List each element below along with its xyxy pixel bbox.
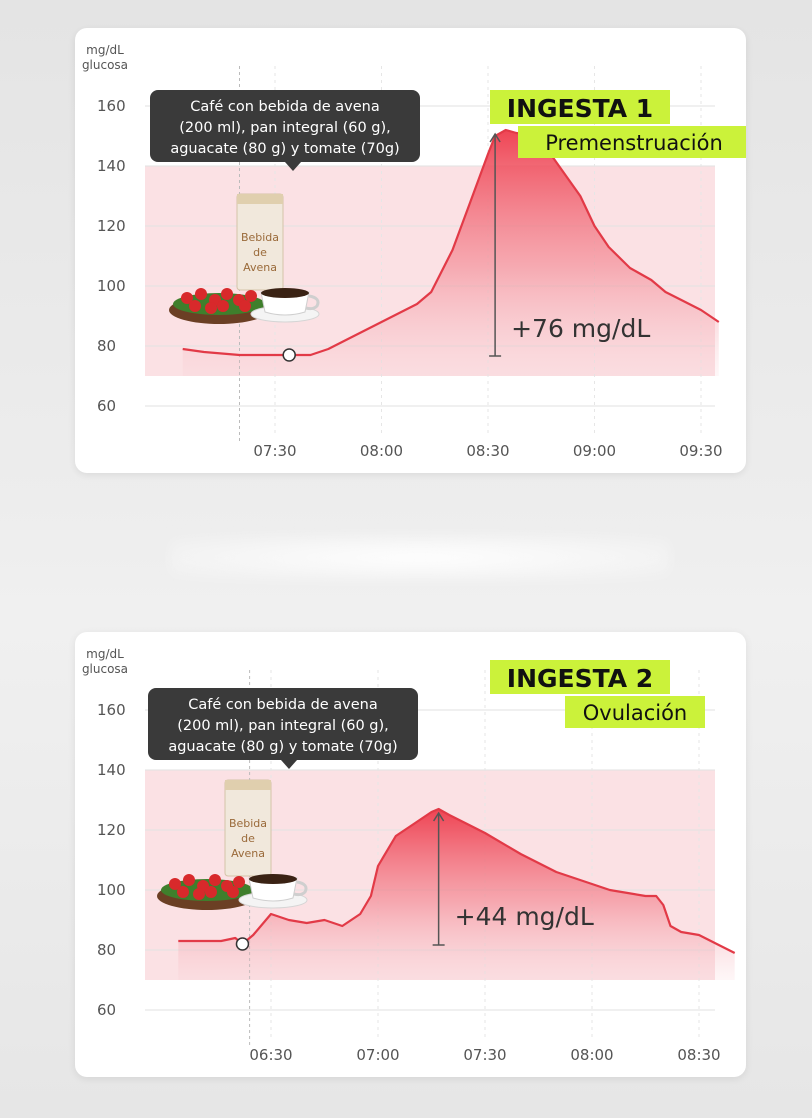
intake-badge-bg — [490, 660, 670, 694]
carton-label: Bebida — [241, 231, 279, 244]
y-axis-label-unit: mg/dL — [86, 43, 124, 57]
tooltip-line: Café con bebida de avena — [190, 99, 380, 115]
tomato-icon — [209, 874, 221, 886]
tooltip-line: (200 ml), pan integral (60 g), — [177, 718, 389, 734]
tooltip-line: aguacate (80 g) y tomate (70g) — [170, 141, 399, 157]
tomato-icon — [181, 292, 193, 304]
phase-badge: Premenstruación — [518, 126, 746, 158]
intake-badge: INGESTA 2 — [490, 660, 670, 694]
tomato-icon — [169, 878, 181, 890]
phase-badge-label: Ovulación — [583, 701, 688, 725]
meal-illustration: Bebida de Avena — [169, 193, 320, 324]
y-axis-label-unit: mg/dL — [86, 647, 124, 661]
tomato-icon — [217, 300, 229, 312]
x-tick-label: 08:30 — [466, 442, 509, 460]
glucose-area — [182, 130, 719, 376]
carton-top — [225, 780, 271, 790]
phase-badge: Ovulación — [565, 696, 705, 728]
x-tick-label: 08:00 — [360, 442, 403, 460]
tomato-icon — [195, 288, 207, 300]
x-tick-label: 08:00 — [570, 1046, 613, 1064]
x-tick-label: 07:30 — [253, 442, 296, 460]
carton-label: de — [241, 832, 255, 845]
delta-label: +44 mg/dL — [455, 902, 594, 931]
carton-top — [237, 194, 283, 204]
coffee-surface — [249, 874, 297, 884]
x-tick-label: 08:30 — [677, 1046, 720, 1064]
tomato-icon — [221, 288, 233, 300]
x-tick-label: 09:30 — [679, 442, 722, 460]
meal-tooltip: Café con bebida de avena (200 ml), pan in… — [150, 90, 420, 171]
y-tick-label: 160 — [97, 97, 126, 115]
tooltip-line: aguacate (80 g) y tomate (70g) — [168, 739, 397, 755]
tooltip-box — [148, 688, 418, 760]
tooltip-line: (200 ml), pan integral (60 g), — [179, 120, 391, 136]
coffee-cup-icon — [260, 291, 310, 316]
glucose-line — [178, 807, 736, 954]
tooltip-box — [150, 90, 420, 162]
tooltip-pointer — [281, 760, 297, 769]
intake-badge-title: INGESTA 2 — [507, 664, 653, 693]
glucose-chart-card-1: 60 80 100 120 140 160 07:30 08:00 08:30 09:00 09:3… — [75, 28, 746, 473]
intake-badge: INGESTA 1 — [490, 90, 670, 124]
y-tick-label: 80 — [97, 941, 116, 959]
x-tick-label: 09:00 — [573, 442, 616, 460]
tomato-icon — [177, 886, 189, 898]
y-tick-label: 140 — [97, 157, 126, 175]
y-tick-label: 120 — [97, 217, 126, 235]
tomato-icon — [193, 888, 205, 900]
phase-badge-label: Premenstruación — [545, 131, 723, 155]
glucose-chart-card-2: 60 80 100 120 140 160 06:30 07:00 07:30 08:00 08:3… — [75, 632, 746, 1077]
intake-badge-title: INGESTA 1 — [507, 94, 653, 123]
blurred-caption — [170, 535, 670, 580]
carton-label: Avena — [243, 261, 277, 274]
y-tick-label: 100 — [97, 881, 126, 899]
y-tick-label: 140 — [97, 761, 126, 779]
y-tick-label: 60 — [97, 1001, 116, 1019]
tomato-icon — [233, 876, 245, 888]
y-tick-label: 120 — [97, 821, 126, 839]
meal-tooltip: Café con bebida de avena (200 ml), pan in… — [148, 688, 418, 769]
y-tick-label: 80 — [97, 337, 116, 355]
x-tick-label: 06:30 — [249, 1046, 292, 1064]
meal-illustration: Bebida de Avena — [157, 779, 308, 910]
y-axis-label-name: glucosa — [82, 662, 128, 676]
carton-label: de — [253, 246, 267, 259]
tooltip-pointer — [285, 162, 301, 171]
coffee-cup-icon — [248, 877, 298, 902]
cup-handle — [293, 880, 308, 897]
meal-marker — [235, 937, 250, 951]
phase-badge-bg — [518, 126, 746, 158]
y-tick-label: 100 — [97, 277, 126, 295]
tooltip-line: Café con bebida de avena — [188, 697, 378, 713]
delta-arrow-head — [489, 132, 501, 143]
tomato-icon — [239, 300, 251, 312]
carton-label: Bebida — [229, 817, 267, 830]
delta-arrow-head — [432, 811, 445, 822]
tomato-icon — [205, 302, 217, 314]
carton-label: Avena — [231, 847, 265, 860]
cup-handle — [305, 294, 320, 311]
glucose-chart-2: 60 80 100 120 140 160 06:30 07:00 07:30 08:00 08:3… — [82, 647, 736, 1064]
tomato-icon — [183, 874, 195, 886]
intake-badge-bg — [490, 90, 670, 124]
phase-badge-bg — [565, 696, 705, 728]
x-tick-label: 07:30 — [463, 1046, 506, 1064]
coffee-surface — [261, 288, 309, 298]
tomato-icon — [245, 290, 257, 302]
tomato-icon — [227, 886, 239, 898]
glucose-chart-1: 60 80 100 120 140 160 07:30 08:00 08:30 09:00 09:3… — [82, 43, 746, 460]
glucose-area — [178, 809, 735, 980]
tomato-icon — [205, 886, 217, 898]
tomato-icon — [189, 300, 201, 312]
y-axis-label-name: glucosa — [82, 58, 128, 72]
meal-marker — [282, 348, 296, 362]
delta-label: +76 mg/dL — [511, 314, 650, 343]
y-tick-label: 160 — [97, 701, 126, 719]
x-tick-label: 07:00 — [356, 1046, 399, 1064]
y-tick-label: 60 — [97, 397, 116, 415]
